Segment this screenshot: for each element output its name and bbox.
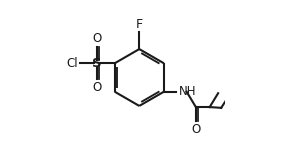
Text: O: O: [191, 123, 200, 136]
Text: O: O: [92, 81, 102, 94]
Text: NH: NH: [178, 85, 196, 98]
Text: S: S: [92, 57, 102, 70]
Text: Cl: Cl: [66, 57, 78, 70]
Text: O: O: [92, 32, 102, 45]
Text: F: F: [136, 18, 143, 31]
